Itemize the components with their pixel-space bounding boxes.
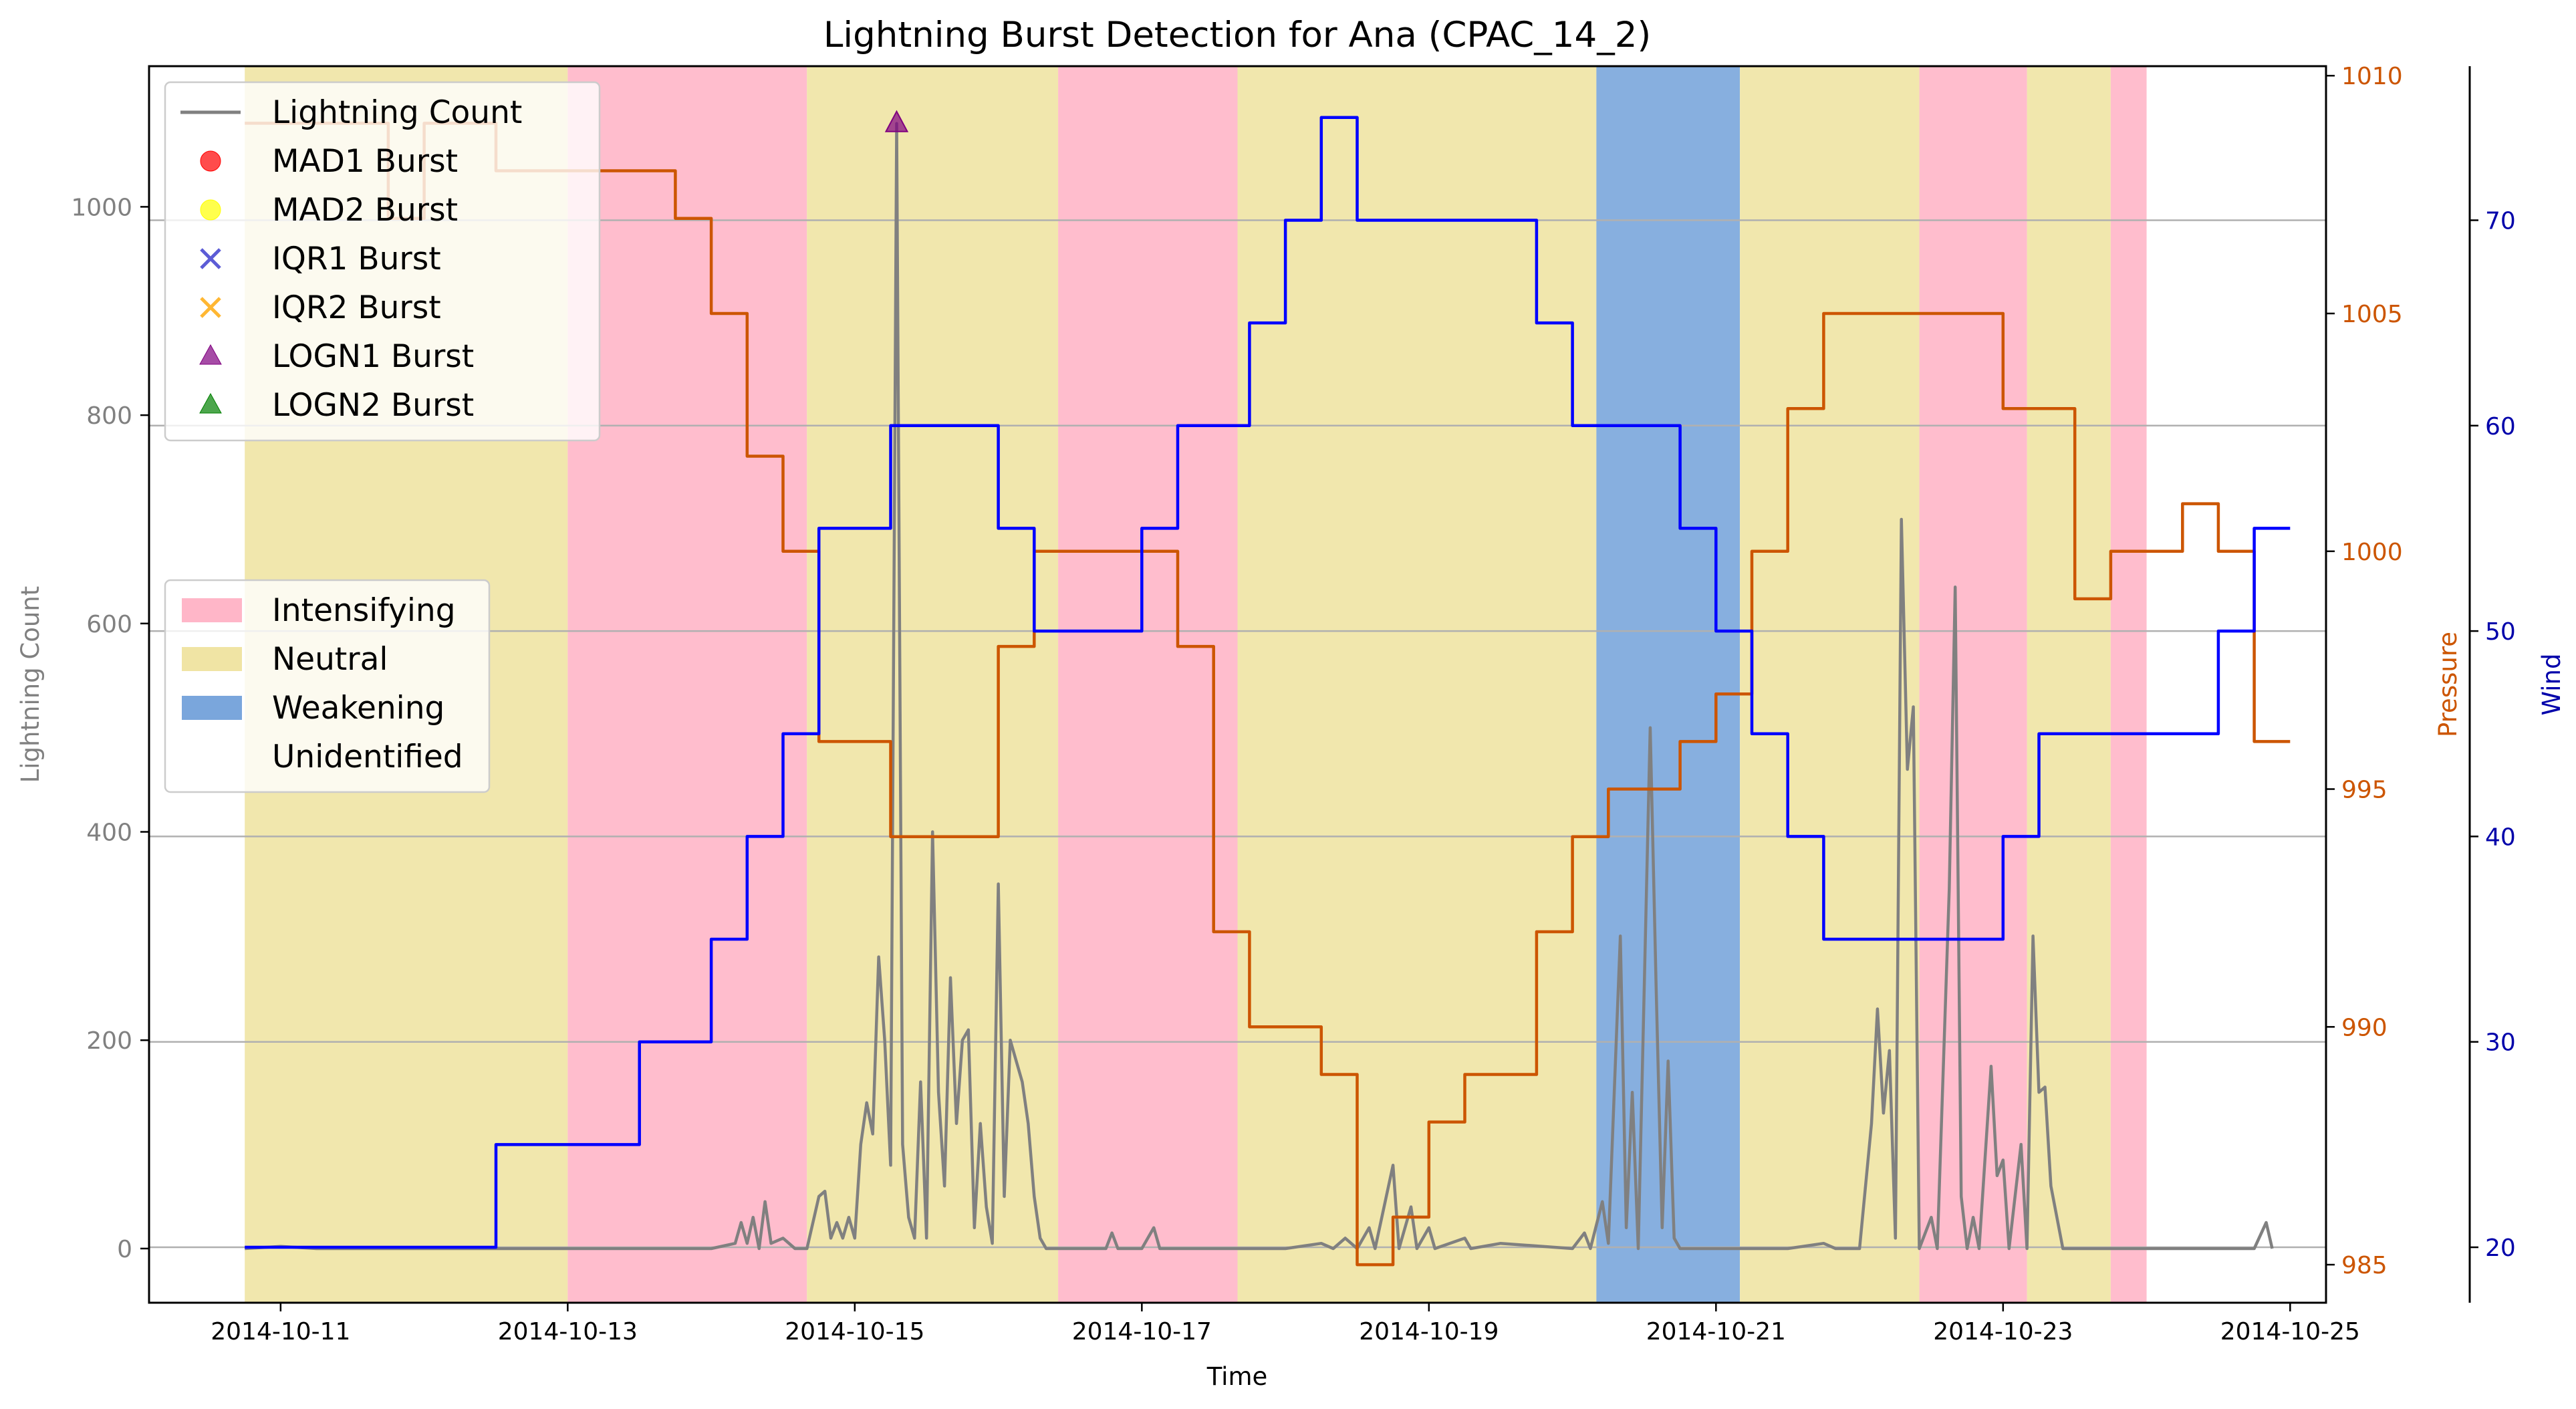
x-tick-label: 2014-10-17	[1072, 1318, 1212, 1346]
y-tick-label-pressure: 990	[2341, 1014, 2388, 1041]
x-tick-label: 2014-10-11	[211, 1318, 350, 1346]
phase-band-neutral	[807, 66, 1059, 1303]
y-tick-label-wind: 60	[2485, 413, 2516, 440]
y-tick-label-wind: 50	[2485, 618, 2516, 646]
y-tick-label-pressure: 995	[2341, 777, 2388, 804]
x-tick-label: 2014-10-23	[1933, 1318, 2073, 1346]
y-tick-label-lightning: 0	[117, 1236, 132, 1263]
phase-band-intensifying	[1919, 66, 2027, 1303]
legend-label: IQR1 Burst	[272, 241, 441, 277]
legend-label: LOGN1 Burst	[272, 338, 474, 375]
phase-band-intensifying	[2110, 66, 2147, 1303]
y-tick-label-pressure: 1005	[2341, 301, 2403, 328]
chart-title: Lightning Burst Detection for Ana (CPAC_…	[823, 15, 1651, 55]
series-pressure	[245, 122, 2291, 1267]
phase-band-neutral	[1237, 66, 1597, 1303]
legend-circle-marker	[200, 199, 221, 221]
legend-phases: Intensifying Neutral Weakening Unidentified	[164, 579, 491, 793]
phase-band-intensifying	[1058, 66, 1238, 1303]
legend-label: MAD2 Burst	[272, 192, 458, 229]
legend-x-marker	[200, 248, 221, 269]
legend-circle-marker	[200, 150, 221, 172]
logn1-burst-marker	[884, 110, 909, 132]
y-tick-label-lightning: 600	[86, 611, 132, 638]
legend-label: Weakening	[272, 690, 444, 727]
legend-label: Intensifying	[272, 592, 456, 629]
legend-top-box	[164, 81, 601, 442]
legend-triangle-marker	[199, 344, 222, 365]
series-lightning	[245, 122, 2274, 1251]
y-tick-label-lightning: 200	[86, 1027, 132, 1055]
legend-phase-swatch	[182, 647, 242, 671]
y-tick-label-wind: 30	[2485, 1029, 2516, 1057]
series-lines	[245, 116, 2291, 1267]
y-tick-label-pressure: 985	[2341, 1252, 2388, 1279]
legend-triangle-marker	[199, 392, 222, 414]
x-tick-label: 2014-10-15	[785, 1318, 924, 1346]
y-tick-label-wind: 70	[2485, 207, 2516, 235]
y-axis-label-lightning: Lightning Count	[16, 586, 45, 783]
y-axis-label-pressure: Pressure	[2434, 632, 2462, 737]
phase-band-weakening	[1596, 66, 1741, 1303]
y-tick-label-lightning: 400	[86, 819, 132, 847]
y-axis-label-wind: Wind	[2537, 654, 2566, 716]
x-axis-label: Time	[1206, 1362, 1268, 1391]
legend-label: IQR2 Burst	[272, 289, 441, 326]
phase-band-neutral	[2027, 66, 2111, 1303]
legend-label: Unidentified	[272, 739, 463, 775]
x-tick-label: 2014-10-19	[1359, 1318, 1499, 1346]
legend-label: LOGN2 Burst	[272, 387, 474, 424]
legend-x-marker	[200, 297, 221, 318]
legend-phase-swatch	[182, 598, 242, 622]
legend-label: MAD1 Burst	[272, 143, 458, 180]
x-tick-label: 2014-10-21	[1646, 1318, 1786, 1346]
axes: 2014-10-11 2014-10-13 2014-10-15 2014-10-17…	[71, 63, 2515, 1346]
phase-band-intensifying	[567, 66, 807, 1303]
y-tick-label-wind: 40	[2485, 823, 2516, 851]
legend-bursts: Lightning Count MAD1 Burst MAD2 Burst IQR1 …	[164, 81, 601, 442]
y-tick-label-lightning: 1000	[71, 194, 132, 221]
burst-markers	[884, 110, 909, 132]
legend-phase-box	[164, 579, 491, 793]
y-tick-label-pressure: 1000	[2341, 539, 2403, 566]
x-tick-label: 2014-10-25	[2220, 1318, 2360, 1346]
x-tick-label: 2014-10-13	[498, 1318, 638, 1346]
legend-label: Lightning Count	[272, 94, 522, 131]
legend-label: Neutral	[272, 641, 388, 678]
plot-frame	[148, 65, 2327, 1304]
y-tick-label-wind: 20	[2485, 1235, 2516, 1262]
phase-bands	[245, 66, 2147, 1303]
series-wind	[245, 116, 2291, 1249]
y-tick-label-pressure: 1010	[2341, 63, 2403, 90]
y-tick-label-lightning: 800	[86, 402, 132, 430]
legend-phase-swatch	[182, 696, 242, 720]
